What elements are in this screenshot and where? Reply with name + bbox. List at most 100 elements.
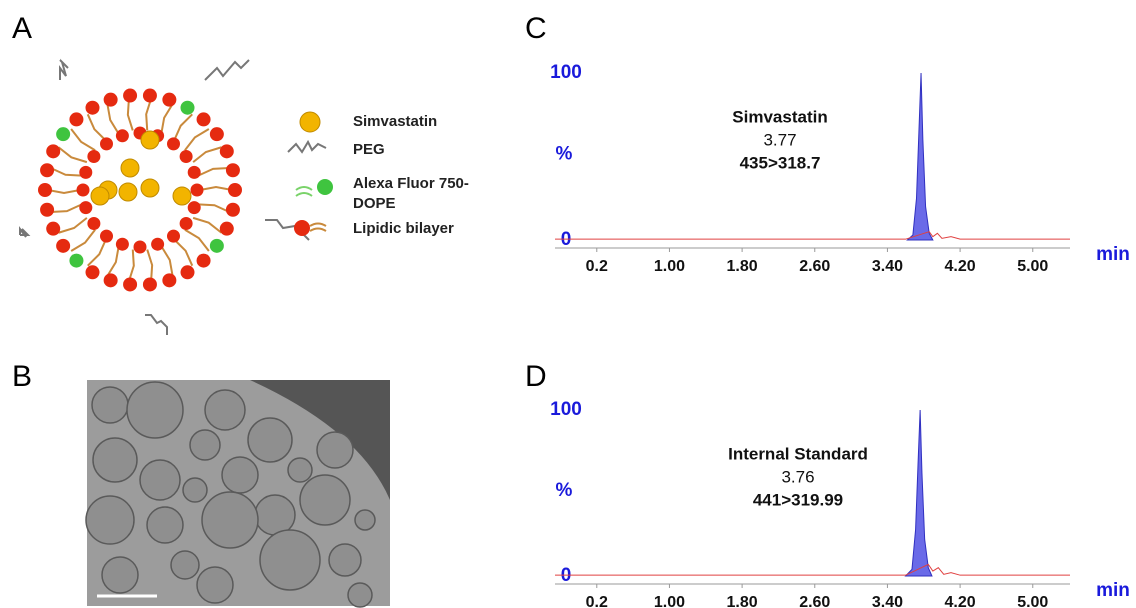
- lipid-head: [142, 88, 157, 103]
- lipid-head: [225, 202, 240, 217]
- lipid-head: [115, 129, 129, 143]
- annotation: 441>319.99: [753, 490, 843, 509]
- legend-icon: [287, 139, 327, 154]
- lipid-tail: [192, 216, 223, 234]
- lipid-tail: [57, 146, 88, 164]
- legend-text: Simvastatin: [353, 113, 437, 130]
- vesicle: [182, 477, 208, 503]
- lipid-tail: [160, 245, 174, 277]
- lipid-head: [87, 149, 101, 163]
- vesicle: [254, 494, 296, 536]
- x-tick-label: 0.2: [586, 594, 608, 608]
- trace-line: [555, 231, 1070, 240]
- vesicle: [299, 474, 351, 526]
- lipid-head: [219, 144, 234, 159]
- vesicle: [85, 495, 135, 545]
- legend-text: DOPE: [353, 195, 396, 212]
- lipid-head: [123, 88, 138, 103]
- legend-icon: [309, 222, 327, 232]
- lipid-head: [99, 229, 113, 243]
- lipid-head: [162, 92, 177, 107]
- vesicle: [347, 582, 373, 608]
- lipid-head: [40, 202, 55, 217]
- lipid-tail: [197, 166, 230, 177]
- lipid-head: [167, 229, 181, 243]
- lipid-tail: [86, 113, 107, 142]
- x-tick-label: 4.20: [945, 258, 976, 275]
- lipid-tail: [198, 203, 230, 213]
- x-axis-label: min: [1096, 244, 1130, 265]
- drug-molecule: [140, 130, 160, 150]
- lipid-head: [180, 265, 195, 280]
- lipid-head: [209, 127, 224, 142]
- vesicle: [221, 456, 259, 494]
- x-tick-label: 2.60: [799, 258, 830, 275]
- legend-icon: [295, 186, 313, 197]
- lipid-head: [79, 201, 93, 215]
- annotation: 435>318.7: [740, 153, 821, 172]
- panel-label: A: [12, 12, 32, 45]
- lipid-head: [228, 183, 242, 197]
- y-tick-label: 100: [550, 399, 582, 420]
- lipid-tail: [145, 98, 153, 131]
- x-tick-label: 5.00: [1017, 258, 1048, 275]
- drug-molecule: [118, 182, 138, 202]
- annotation: Simvastatin: [732, 107, 827, 126]
- lipid-tail: [126, 98, 134, 131]
- lipid-head: [190, 183, 204, 197]
- lipid-head: [179, 149, 193, 163]
- lipid-head: [151, 237, 165, 251]
- y-axis-label: %: [556, 144, 573, 165]
- peak-area: [904, 409, 933, 577]
- x-tick-label: 2.60: [799, 594, 830, 608]
- lipid-tail: [106, 245, 120, 277]
- micrograph: [85, 380, 390, 608]
- peak-area: [906, 72, 934, 241]
- peg-chain: [204, 59, 250, 81]
- lipid-tail: [70, 229, 96, 252]
- vesicle: [287, 457, 313, 483]
- lipid-tail: [184, 128, 210, 151]
- annotation: 3.76: [781, 467, 814, 486]
- lipid-tail: [192, 146, 222, 163]
- panel-label: D: [525, 360, 547, 393]
- lipid-head: [40, 163, 55, 178]
- lipid-head: [85, 265, 100, 280]
- annotation: 3.77: [763, 130, 796, 149]
- lipid-head: [99, 137, 113, 151]
- vesicle: [170, 550, 200, 580]
- panel-label: B: [12, 360, 32, 393]
- vesicle: [101, 556, 139, 594]
- vesicle: [146, 506, 184, 544]
- legend: Simvastatin PEG Alexa Fluor 750- DOPE Li…: [287, 111, 469, 237]
- vesicle: [328, 543, 362, 577]
- vesicle: [201, 491, 259, 549]
- lipid-head: [115, 237, 129, 251]
- legend-icon: [317, 179, 333, 195]
- vesicle: [247, 417, 293, 463]
- vesicle: [91, 386, 129, 424]
- vesicle: [354, 509, 376, 531]
- vesicle: [189, 429, 221, 461]
- legend-icon: [299, 111, 321, 133]
- y-axis-label: %: [556, 480, 573, 501]
- lipid-head: [103, 273, 118, 288]
- peg-chain: [145, 314, 168, 335]
- legend-text: Alexa Fluor 750-: [353, 175, 469, 192]
- x-tick-label: 4.20: [945, 594, 976, 608]
- legend-icon: [294, 220, 310, 236]
- lipid-head: [69, 112, 84, 127]
- peg-chain: [19, 226, 31, 238]
- x-tick-label: 1.00: [654, 258, 685, 275]
- x-tick-label: 3.40: [872, 258, 903, 275]
- drug-molecule: [172, 186, 192, 206]
- x-tick-label: 3.40: [872, 594, 903, 608]
- lipid-head: [56, 127, 71, 142]
- x-tick-label: 1.80: [727, 258, 758, 275]
- lipid-head: [196, 253, 211, 268]
- lipid-tail: [58, 217, 88, 234]
- y-tick-label: 100: [550, 62, 582, 83]
- panel-label: C: [525, 12, 547, 45]
- x-tick-label: 5.00: [1017, 594, 1048, 608]
- lipid-head: [56, 238, 71, 253]
